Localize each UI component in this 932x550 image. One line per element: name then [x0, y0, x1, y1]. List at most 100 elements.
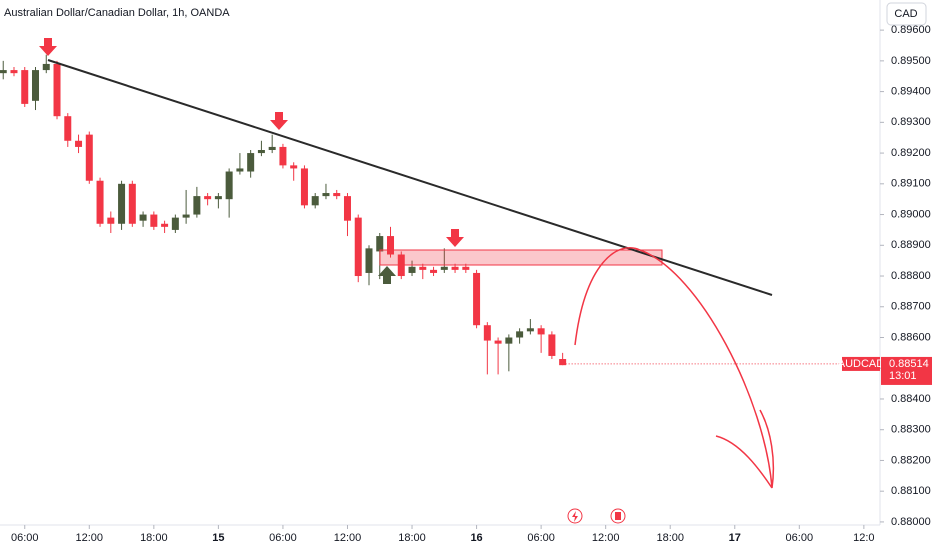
symbol-label: AUDCAD	[838, 358, 885, 370]
candle-body	[430, 269, 438, 273]
candle-body	[128, 183, 136, 224]
candle-body	[171, 217, 179, 230]
flag-icon-fill	[615, 512, 621, 520]
candle-body	[300, 168, 308, 206]
candle-body	[290, 165, 298, 169]
candle-body	[193, 196, 201, 215]
candle-body	[21, 70, 29, 104]
y-tick-label: 0.88100	[891, 485, 931, 497]
event-icon-bolt	[572, 511, 578, 522]
candle-body	[96, 180, 104, 224]
x-tick-label: 06:00	[269, 532, 297, 544]
arrow-down	[446, 229, 464, 247]
candle-body	[247, 153, 255, 172]
candle-body	[64, 116, 72, 141]
candle-body	[473, 272, 481, 326]
x-tick-label: 12:00	[592, 532, 620, 544]
candle-body	[516, 331, 524, 338]
x-tick-label: 12:0	[853, 532, 874, 544]
candle-body	[365, 248, 373, 273]
y-tick-label: 0.88400	[891, 393, 931, 405]
candle-body	[311, 196, 319, 206]
candle-body	[225, 171, 233, 200]
arrow-down	[39, 38, 57, 56]
candle-body	[279, 146, 287, 166]
candle-body	[387, 236, 395, 255]
candle-body	[376, 236, 384, 252]
y-tick-label: 0.89000	[891, 208, 931, 220]
candle-body	[559, 359, 567, 366]
y-tick-label: 0.88800	[891, 270, 931, 282]
y-tick-label: 0.88700	[891, 301, 931, 313]
candle-body	[333, 193, 341, 197]
y-tick-label: 0.89500	[891, 55, 931, 67]
candle-body	[343, 196, 351, 221]
chart-title: Australian Dollar/Canadian Dollar, 1h, O…	[4, 7, 230, 19]
candle-body	[451, 266, 459, 270]
x-tick-label: 18:00	[140, 532, 168, 544]
y-tick-label: 0.89400	[891, 86, 931, 98]
x-tick-label: 16	[470, 532, 482, 544]
y-tick-label: 0.88600	[891, 331, 931, 343]
x-tick-label: 17	[729, 532, 741, 544]
currency-label[interactable]: CAD	[894, 8, 917, 20]
y-tick-label: 0.88000	[891, 516, 931, 528]
candle-body	[354, 217, 362, 277]
candle-body	[53, 63, 61, 117]
candle-body	[150, 214, 158, 227]
candle-body	[483, 325, 491, 341]
candle-body	[182, 214, 190, 218]
candle-body	[537, 328, 545, 335]
candle-body	[10, 70, 18, 74]
candle-body	[526, 328, 534, 332]
y-tick-label: 0.89100	[891, 178, 931, 190]
y-tick-label: 0.89200	[891, 147, 931, 159]
candle-body	[118, 183, 126, 224]
x-tick-label: 06:00	[11, 532, 39, 544]
y-tick-label: 0.88900	[891, 239, 931, 251]
candle-body	[494, 340, 502, 344]
candle-body	[85, 134, 93, 181]
candle-body	[505, 337, 513, 344]
candle-body	[268, 146, 276, 150]
candle-body	[322, 193, 330, 197]
candle-body	[204, 196, 212, 200]
candle-body	[257, 150, 265, 154]
currency-button[interactable]	[886, 2, 927, 26]
y-tick-label: 0.88200	[891, 454, 931, 466]
projection-curve	[574, 247, 775, 489]
event-icon[interactable]	[567, 508, 583, 524]
symbol-tag	[842, 356, 880, 371]
candle-body	[548, 334, 556, 356]
candle-body	[32, 70, 40, 101]
candle-body	[214, 196, 222, 200]
candle-body	[139, 214, 147, 221]
candle-body	[42, 63, 50, 71]
candle-body	[107, 217, 115, 224]
x-tick-label: 15	[212, 532, 224, 544]
candle-body	[408, 266, 416, 273]
candle-body	[161, 223, 169, 227]
price-tag	[881, 356, 932, 385]
x-tick-label: 06:00	[786, 532, 814, 544]
candle-body	[462, 266, 470, 270]
resistance-zone	[379, 249, 663, 266]
x-tick-label: 18:00	[656, 532, 684, 544]
candle-body	[419, 266, 427, 270]
y-tick-label: 0.88300	[891, 424, 931, 436]
arrow-down	[270, 112, 288, 130]
y-tick-label: 0.89600	[891, 24, 931, 36]
arrow-up	[378, 266, 396, 284]
y-tick-label: 0.89300	[891, 116, 931, 128]
x-tick-label: 06:00	[527, 532, 555, 544]
countdown-label: 13:01	[889, 370, 917, 382]
flag-icon[interactable]	[610, 508, 626, 524]
x-tick-label: 12:00	[334, 532, 362, 544]
candles	[0, 54, 567, 375]
candle-body	[0, 70, 7, 74]
candle-body	[236, 168, 244, 172]
x-tick-label: 18:00	[398, 532, 426, 544]
x-tick-label: 12:00	[76, 532, 104, 544]
